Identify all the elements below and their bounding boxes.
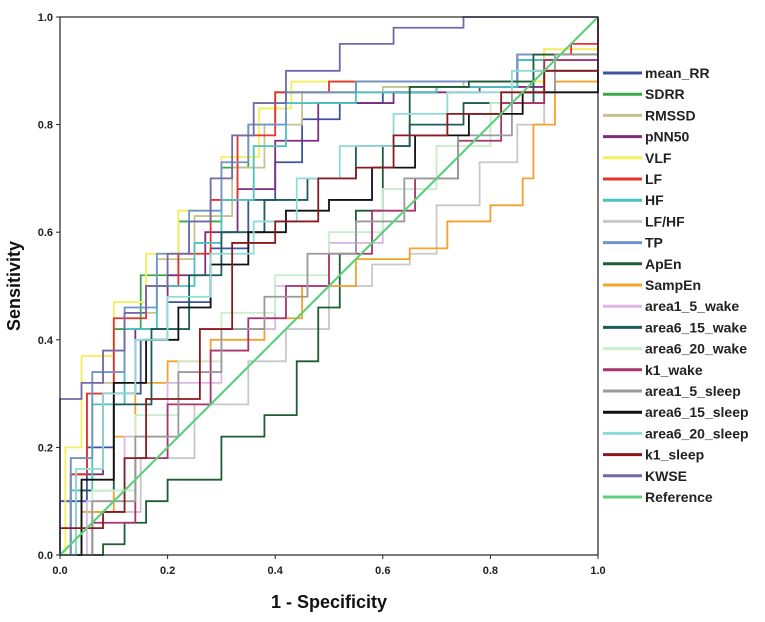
y-axis-ticks: 0.0 0.2 0.4 0.6 0.8 1.0 (38, 12, 60, 562)
series-line-k1-sleep (59, 17, 599, 555)
series-line-reference (59, 16, 599, 556)
legend-label: RMSSD (645, 107, 696, 123)
legend-label: Reference (645, 489, 713, 505)
y-tick-label: 0.6 (38, 227, 53, 239)
y-tick-label: 0.0 (38, 550, 53, 562)
legend: mean_RR SDRR RMSSD pNN50 VLF LF HF LF/HF TP ApEn S… (603, 65, 749, 505)
legend-label: KWSE (645, 468, 687, 484)
legend-label: k1_sleep (645, 447, 704, 463)
x-tick-label: 0.2 (160, 565, 175, 577)
plot-lines (59, 16, 599, 556)
legend-label: HF (645, 192, 664, 208)
y-tick-label: 1.0 (38, 12, 53, 24)
series-line-area6-20-sleep (60, 17, 599, 556)
plot-frame (59, 16, 599, 556)
y-axis-title: Sensitivity (4, 241, 24, 331)
series-line-apen (60, 17, 599, 556)
x-tick-label: 0.8 (483, 565, 498, 577)
legend-label: SDRR (645, 86, 685, 102)
series-line-tp (60, 17, 599, 556)
x-tick-label: 0.6 (375, 565, 390, 577)
x-tick-label: 0.0 (52, 565, 67, 577)
legend-label: area6_20_sleep (645, 425, 749, 441)
legend-label: TP (645, 235, 663, 251)
series-line-kwse (59, 16, 598, 555)
x-tick-label: 1.0 (590, 565, 605, 577)
legend-label: area6_20_wake (645, 341, 747, 357)
legend-label: area1_5_wake (645, 298, 739, 314)
x-tick-label: 0.4 (268, 565, 284, 577)
legend-label: LF/HF (645, 213, 685, 229)
legend-label: k1_wake (645, 362, 703, 378)
legend-label: LF (645, 171, 663, 187)
y-tick-label: 0.2 (38, 442, 53, 454)
y-tick-label: 0.4 (38, 335, 54, 347)
legend-label: VLF (645, 150, 672, 166)
legend-label: pNN50 (645, 129, 690, 145)
legend-label: area6_15_sleep (645, 404, 749, 420)
legend-label: SampEn (645, 277, 701, 293)
series-line-area6-15-sleep (60, 17, 599, 556)
legend-label: area1_5_sleep (645, 383, 741, 399)
legend-label: mean_RR (645, 65, 710, 81)
y-tick-label: 0.8 (38, 120, 53, 132)
legend-label: ApEn (645, 256, 682, 272)
legend-label: area6_15_wake (645, 319, 747, 335)
x-axis-ticks: 0.0 0.2 0.4 0.6 0.8 1.0 (52, 555, 606, 577)
x-axis-title: 1 - Specificity (271, 592, 387, 612)
